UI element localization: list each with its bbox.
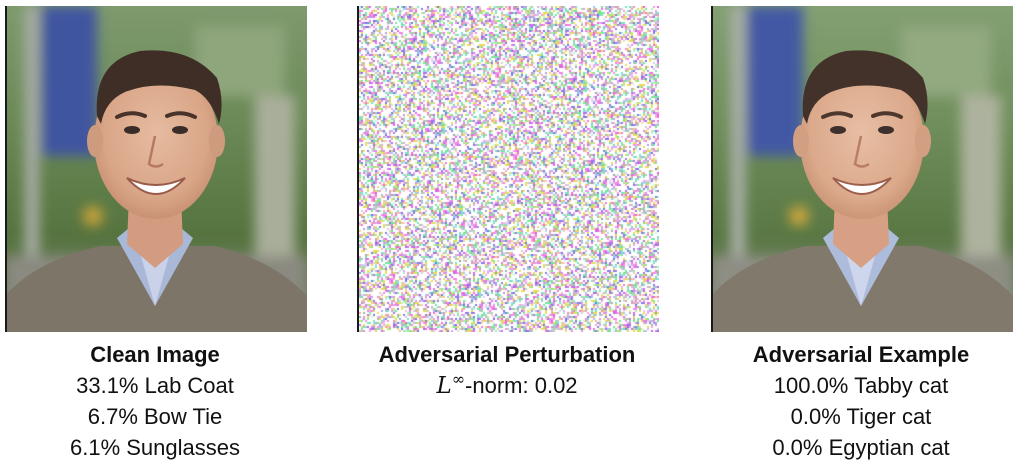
perturbation-image bbox=[357, 6, 659, 332]
image-left-border bbox=[5, 6, 7, 332]
perturbation-title: Adversarial Perturbation bbox=[378, 342, 636, 367]
clean-image-title: Clean Image bbox=[90, 342, 220, 367]
clean-image-panel: Clean Image 33.1% Lab Coat 6.7% Bow Tie … bbox=[0, 0, 310, 467]
clean-image bbox=[5, 6, 307, 332]
norm-value: -norm: 0.02 bbox=[465, 373, 578, 398]
adversarial-example-title: Adversarial Example bbox=[752, 342, 970, 367]
image-left-border bbox=[711, 6, 713, 332]
adversarial-image bbox=[711, 6, 1013, 332]
clean-prediction-3: 6.1% Sunglasses bbox=[70, 435, 240, 460]
clean-prediction-1: 33.1% Lab Coat bbox=[76, 373, 234, 398]
image-left-border bbox=[357, 6, 359, 332]
adversarial-prediction-3: 0.0% Egyptian cat bbox=[772, 435, 950, 460]
noise-pattern bbox=[357, 6, 659, 332]
portrait-photo-adversarial bbox=[711, 6, 1013, 332]
adversarial-prediction-1: 100.0% Tabby cat bbox=[773, 373, 949, 398]
norm-symbol: L bbox=[436, 373, 452, 399]
portrait-photo bbox=[5, 6, 307, 332]
norm-label: L∞-norm: 0.02 bbox=[332, 370, 682, 402]
clean-image-caption: Clean Image 33.1% Lab Coat 6.7% Bow Tie … bbox=[0, 340, 330, 463]
clean-prediction-2: 6.7% Bow Tie bbox=[87, 404, 223, 429]
perturbation-panel: Adversarial Perturbation L∞-norm: 0.02 bbox=[352, 0, 662, 467]
adversarial-prediction-2: 0.0% Tiger cat bbox=[790, 404, 932, 429]
norm-superscript: ∞ bbox=[451, 369, 466, 389]
adversarial-example-caption: Adversarial Example 100.0% Tabby cat 0.0… bbox=[686, 340, 1016, 463]
adversarial-example-panel: Adversarial Example 100.0% Tabby cat 0.0… bbox=[706, 0, 1016, 467]
perturbation-caption: Adversarial Perturbation L∞-norm: 0.02 bbox=[332, 340, 682, 402]
